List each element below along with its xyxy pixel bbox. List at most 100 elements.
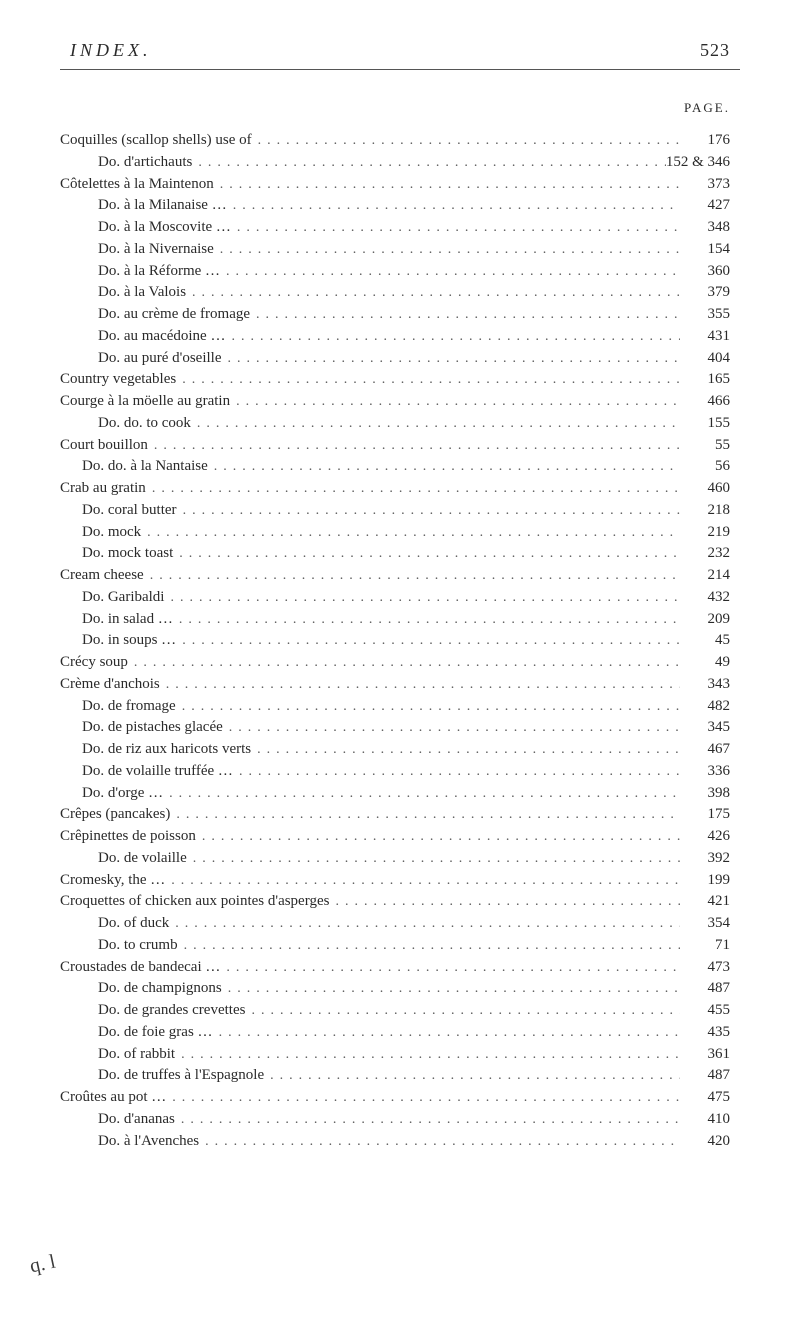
index-entry-page: 420 — [680, 1131, 740, 1153]
leader-dots — [222, 349, 680, 369]
index-row: Crab au gratin 460 — [60, 478, 740, 500]
index-entry-page: 431 — [680, 326, 740, 348]
index-entries: Coquilles (scallop shells) use of176Do. … — [60, 130, 740, 1152]
leader-dots — [141, 523, 680, 543]
page-column-label: PAGE. — [60, 100, 740, 116]
leader-dots — [250, 305, 680, 325]
index-entry-label: Do. in soups … — [60, 630, 176, 652]
index-entry-label: Court bouillon — [60, 435, 148, 457]
leader-dots — [144, 566, 680, 586]
index-row: Do. d'artichauts152 & 346 — [60, 152, 740, 174]
index-row: Croquettes of chicken aux pointes d'aspe… — [60, 891, 740, 913]
index-entry-page: 152 & 346 — [666, 152, 740, 174]
leader-dots — [148, 436, 680, 456]
index-entry-label: Do. de grandes crevettes — [60, 1000, 245, 1022]
index-entry-page: 482 — [680, 696, 740, 718]
index-entry-label: Do. au puré d'oseille — [60, 348, 222, 370]
leader-dots — [214, 175, 680, 195]
index-entry-label: Do. de pistaches glacée — [60, 717, 223, 739]
index-row: Do. de grandes crevettes 455 — [60, 1000, 740, 1022]
index-row: Do. au crème de fromage 355 — [60, 304, 740, 326]
leader-dots — [220, 262, 680, 282]
index-row: Do. mock219 — [60, 522, 740, 544]
index-entry-label: Crêpinettes de poisson — [60, 826, 196, 848]
leader-dots — [223, 718, 680, 738]
index-row: Cromesky, the …199 — [60, 870, 740, 892]
index-entry-label: Do. de fromage — [60, 696, 176, 718]
index-entry-page: 455 — [680, 1000, 740, 1022]
index-row: Croûtes au pot …475 — [60, 1087, 740, 1109]
index-entry-page: 460 — [680, 478, 740, 500]
leader-dots — [173, 544, 680, 564]
leader-dots — [213, 1023, 680, 1043]
index-row: Do. à l'Avenches420 — [60, 1131, 740, 1153]
leader-dots — [220, 958, 680, 978]
index-row: Do. de fromage 482 — [60, 696, 740, 718]
index-entry-page: 209 — [680, 609, 740, 631]
index-row: Cream cheese214 — [60, 565, 740, 587]
index-row: Do. in soups … 45 — [60, 630, 740, 652]
index-row: Do. in salad …209 — [60, 609, 740, 631]
leader-dots — [214, 240, 680, 260]
index-entry-label: Do. do. à la Nantaise — [60, 456, 208, 478]
leader-dots — [199, 1132, 680, 1152]
index-entry-page: 55 — [680, 435, 740, 457]
index-entry-page: 218 — [680, 500, 740, 522]
index-row: Do. de champignons487 — [60, 978, 740, 1000]
leader-dots — [164, 588, 680, 608]
index-row: Do. de truffes à l'Espagnole487 — [60, 1065, 740, 1087]
leader-dots — [230, 392, 680, 412]
leader-dots — [165, 871, 680, 891]
index-row: Do. de volaille392 — [60, 848, 740, 870]
index-entry-page: 348 — [680, 217, 740, 239]
index-entry-label: Do. mock toast — [60, 543, 173, 565]
index-entry-label: Croûtes au pot … — [60, 1087, 166, 1109]
index-row: Do. do. to cook155 — [60, 413, 740, 435]
index-entry-page: 56 — [680, 456, 740, 478]
index-row: Do. d'orge …398 — [60, 783, 740, 805]
leader-dots — [225, 327, 680, 347]
index-row: Do. à la Moscovite … 348 — [60, 217, 740, 239]
leader-dots — [160, 675, 680, 695]
index-entry-label: Do. mock — [60, 522, 141, 544]
index-entry-page: 410 — [680, 1109, 740, 1131]
index-row: Do. of duck354 — [60, 913, 740, 935]
index-entry-label: Crème d'anchois — [60, 674, 160, 696]
index-entry-page: 392 — [680, 848, 740, 870]
index-entry-label: Cromesky, the … — [60, 870, 165, 892]
index-row: Do. de foie gras …435 — [60, 1022, 740, 1044]
index-entry-page: 427 — [680, 195, 740, 217]
index-row: Do. au macédoine …431 — [60, 326, 740, 348]
leader-dots — [175, 1045, 680, 1065]
index-row: Do. do. à la Nantaise 56 — [60, 456, 740, 478]
leader-dots — [176, 697, 680, 717]
leader-dots — [222, 979, 680, 999]
index-row: Do. d'ananas410 — [60, 1109, 740, 1131]
index-entry-page: 155 — [680, 413, 740, 435]
leader-dots — [177, 501, 680, 521]
index-entry-label: Coquilles (scallop shells) use of — [60, 130, 252, 152]
index-entry-page: 487 — [680, 978, 740, 1000]
index-entry-label: Do. au crème de fromage — [60, 304, 250, 326]
index-entry-page: 336 — [680, 761, 740, 783]
index-entry-page: 45 — [680, 630, 740, 652]
index-entry-page: 343 — [680, 674, 740, 696]
index-row: Do. à la Nivernaise154 — [60, 239, 740, 261]
index-entry-page: 232 — [680, 543, 740, 565]
leader-dots — [208, 457, 680, 477]
leader-dots — [245, 1001, 680, 1021]
leader-dots — [227, 196, 680, 216]
index-entry-page: 379 — [680, 282, 740, 304]
index-entry-label: Courge à la möelle au gratin — [60, 391, 230, 413]
index-entry-label: Crab au gratin — [60, 478, 146, 500]
index-entry-label: Croustades de bandecai … — [60, 957, 220, 979]
index-entry-page: 355 — [680, 304, 740, 326]
index-entry-label: Do. à la Moscovite … — [60, 217, 231, 239]
leader-dots — [175, 1110, 680, 1130]
leader-dots — [176, 370, 680, 390]
index-entry-page: 373 — [680, 174, 740, 196]
index-entry-page: 361 — [680, 1044, 740, 1066]
index-row: Crème d'anchois 343 — [60, 674, 740, 696]
index-entry-label: Do. de foie gras … — [60, 1022, 213, 1044]
leader-dots — [196, 827, 680, 847]
